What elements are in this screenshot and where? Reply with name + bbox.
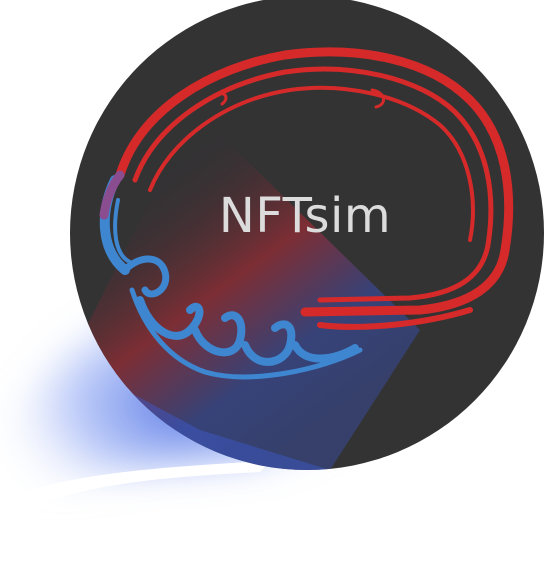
brain-outline-red [115, 47, 514, 330]
brain-outline-transition [99, 170, 125, 220]
logo-title: NFTsim [218, 188, 392, 244]
